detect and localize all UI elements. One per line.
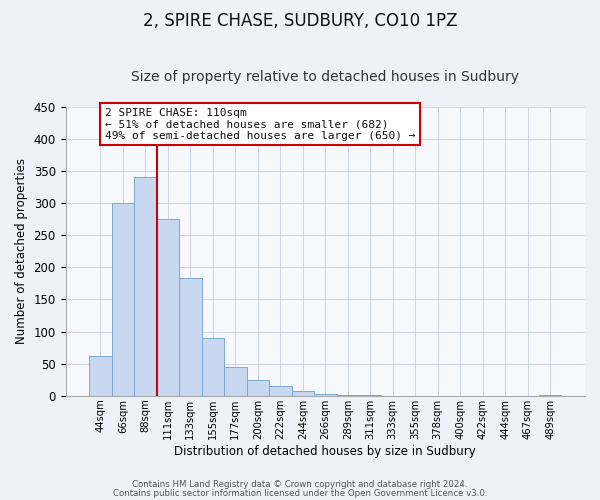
Text: Contains HM Land Registry data © Crown copyright and database right 2024.: Contains HM Land Registry data © Crown c… — [132, 480, 468, 489]
Bar — [157, 219, 179, 396]
Bar — [134, 177, 157, 396]
Bar — [224, 367, 247, 396]
Bar — [314, 394, 337, 396]
X-axis label: Distribution of detached houses by size in Sudbury: Distribution of detached houses by size … — [175, 444, 476, 458]
Title: Size of property relative to detached houses in Sudbury: Size of property relative to detached ho… — [131, 70, 519, 85]
Bar — [337, 395, 359, 396]
Bar — [269, 386, 292, 396]
Text: 2, SPIRE CHASE, SUDBURY, CO10 1PZ: 2, SPIRE CHASE, SUDBURY, CO10 1PZ — [143, 12, 457, 30]
Bar — [539, 394, 562, 396]
Bar — [112, 203, 134, 396]
Bar — [202, 338, 224, 396]
Bar — [179, 278, 202, 396]
Y-axis label: Number of detached properties: Number of detached properties — [15, 158, 28, 344]
Bar — [292, 392, 314, 396]
Bar — [247, 380, 269, 396]
Text: Contains public sector information licensed under the Open Government Licence v3: Contains public sector information licen… — [113, 488, 487, 498]
Text: 2 SPIRE CHASE: 110sqm
← 51% of detached houses are smaller (682)
49% of semi-det: 2 SPIRE CHASE: 110sqm ← 51% of detached … — [105, 108, 415, 141]
Bar — [89, 356, 112, 396]
Bar — [359, 395, 382, 396]
